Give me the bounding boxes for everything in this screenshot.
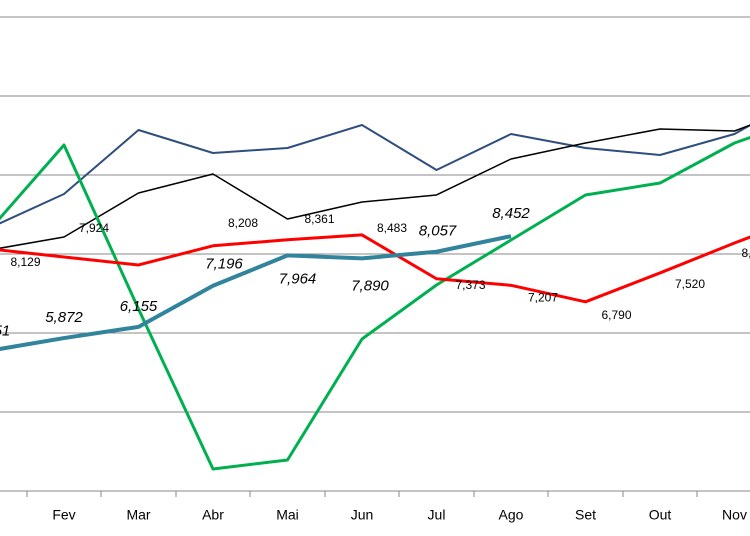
x-tick-label: Jul [428, 507, 446, 523]
data-label: 7,196 [205, 256, 243, 273]
series-line [0, 136, 750, 471]
x-tick-label: Abr [202, 507, 224, 523]
data-label: 7,924 [79, 221, 109, 235]
data-label: 8,057 [419, 223, 457, 240]
data-label: 6,155 [120, 298, 158, 315]
x-tick-label: Out [649, 507, 672, 523]
x-tick-label: Fev [52, 507, 75, 523]
x-tick-label: Nov [722, 507, 747, 523]
x-tick-label: Jan [0, 507, 1, 523]
data-label: 8,129 [10, 255, 40, 269]
data-label: 8,483 [377, 221, 407, 235]
data-label: 8,452 [492, 205, 530, 222]
data-label: 8,361 [304, 212, 334, 226]
x-tick-label: Set [575, 507, 596, 523]
data-label: 5,872 [45, 309, 83, 326]
x-tick-label: Ago [499, 507, 524, 523]
data-label: 6,790 [601, 308, 631, 322]
x-tick-label: Mai [276, 507, 299, 523]
x-axis-ticks [26, 491, 698, 497]
data-label: 7,373 [455, 278, 485, 292]
data-label: 8,278 [741, 246, 750, 260]
data-label: 7,964 [279, 270, 317, 287]
x-tick-label: Jun [351, 507, 374, 523]
series-line [0, 123, 750, 225]
series-line [0, 234, 512, 351]
data-label: 5,551 [0, 323, 10, 340]
x-tick-label: Mar [126, 507, 150, 523]
data-label: 7,520 [675, 277, 705, 291]
series-line [0, 124, 750, 249]
data-label: 7,890 [351, 277, 389, 294]
data-label: 7,207 [528, 290, 558, 304]
data-label: 8,208 [228, 216, 258, 230]
